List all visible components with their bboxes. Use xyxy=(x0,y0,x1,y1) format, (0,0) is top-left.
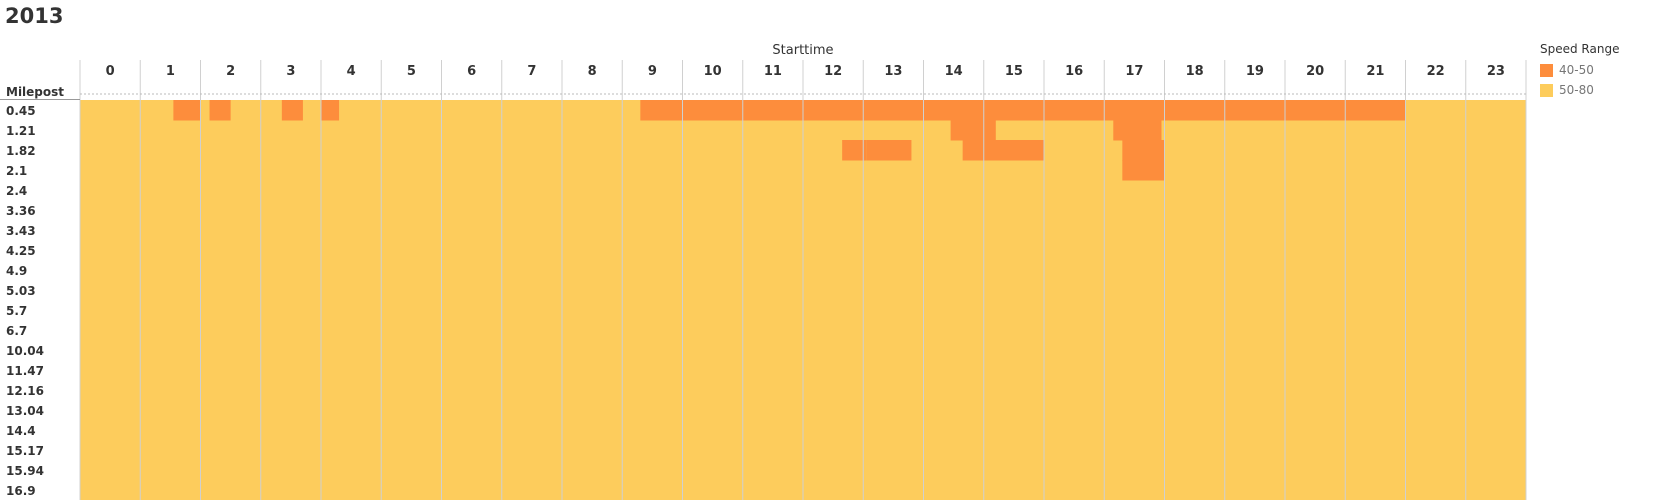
heat-cell xyxy=(1122,140,1165,161)
y-tick-label: 4.25 xyxy=(6,244,36,258)
heat-cell xyxy=(866,140,912,161)
y-tick-label: 15.94 xyxy=(6,464,44,478)
legend-swatch xyxy=(1540,63,1553,77)
legend-label: 50-80 xyxy=(1559,83,1594,97)
x-tick-label: 8 xyxy=(588,64,597,79)
y-tick-label: 13.04 xyxy=(6,404,44,418)
heat-cell xyxy=(1113,120,1162,141)
x-tick-label: 11 xyxy=(764,64,782,79)
x-tick-label: 10 xyxy=(704,64,722,79)
heat-cell xyxy=(842,140,867,161)
y-tick-label: 6.7 xyxy=(6,324,27,338)
legend-item-50-80: 50-80 xyxy=(1540,80,1619,100)
legend-title: Speed Range xyxy=(1540,42,1620,56)
heat-cell xyxy=(173,100,201,121)
x-tick-label: 15 xyxy=(1005,64,1023,79)
y-tick-label: 2.4 xyxy=(6,184,27,198)
y-tick-label: 15.17 xyxy=(6,444,44,458)
y-tick-label: 1.82 xyxy=(6,144,36,158)
y-tick-label: 16.9 xyxy=(6,484,36,498)
x-tick-label: 17 xyxy=(1125,64,1143,79)
y-tick-label: 0.45 xyxy=(6,104,36,118)
x-axis-title: Starttime xyxy=(772,43,833,58)
x-tick-label: 23 xyxy=(1487,64,1505,79)
x-tick-label: 3 xyxy=(286,64,295,79)
y-tick-label: 12.16 xyxy=(6,384,44,398)
heat-cell xyxy=(950,120,996,141)
x-tick-label: 16 xyxy=(1065,64,1083,79)
y-tick-label: 5.03 xyxy=(6,284,36,298)
x-tick-label: 4 xyxy=(347,64,356,79)
x-tick-label: 22 xyxy=(1427,64,1445,79)
legend-item-40-50: 40-50 xyxy=(1540,60,1619,80)
x-tick-label: 0 xyxy=(106,64,115,79)
x-tick-label: 5 xyxy=(407,64,416,79)
legend-swatch xyxy=(1540,83,1553,97)
x-tick-label: 1 xyxy=(166,64,175,79)
y-tick-label: 5.7 xyxy=(6,304,27,318)
y-tick-label: 1.21 xyxy=(6,124,36,138)
x-tick-label: 7 xyxy=(527,64,536,79)
x-tick-label: 21 xyxy=(1366,64,1384,79)
y-tick-label: 2.1 xyxy=(6,164,27,178)
y-tick-label: 4.9 xyxy=(6,264,27,278)
x-tick-label: 20 xyxy=(1306,64,1324,79)
heat-cell xyxy=(640,100,1406,121)
chart-title: 2013 xyxy=(5,4,64,28)
x-tick-label: 6 xyxy=(467,64,476,79)
x-tick-label: 9 xyxy=(648,64,657,79)
heat-cell xyxy=(209,100,231,121)
legend-label: 40-50 xyxy=(1559,63,1594,77)
y-tick-label: 11.47 xyxy=(6,364,44,378)
heat-cell xyxy=(281,100,303,121)
y-tick-label: 3.43 xyxy=(6,224,36,238)
legend: Speed Range 40-50 50-80 xyxy=(1540,42,1619,100)
x-tick-label: 19 xyxy=(1246,64,1264,79)
x-tick-label: 2 xyxy=(226,64,235,79)
y-tick-label: 10.04 xyxy=(6,344,44,358)
x-tick-label: 13 xyxy=(884,64,902,79)
y-axis-title: Milepost xyxy=(6,85,64,99)
heat-cell xyxy=(962,140,1044,161)
heat-cell xyxy=(1122,160,1165,181)
heat-cell xyxy=(321,100,340,121)
x-tick-label: 14 xyxy=(945,64,963,79)
y-tick-label: 3.36 xyxy=(6,204,36,218)
y-tick-label: 14.4 xyxy=(6,424,36,438)
x-tick-label: 18 xyxy=(1186,64,1204,79)
x-tick-label: 12 xyxy=(824,64,842,79)
